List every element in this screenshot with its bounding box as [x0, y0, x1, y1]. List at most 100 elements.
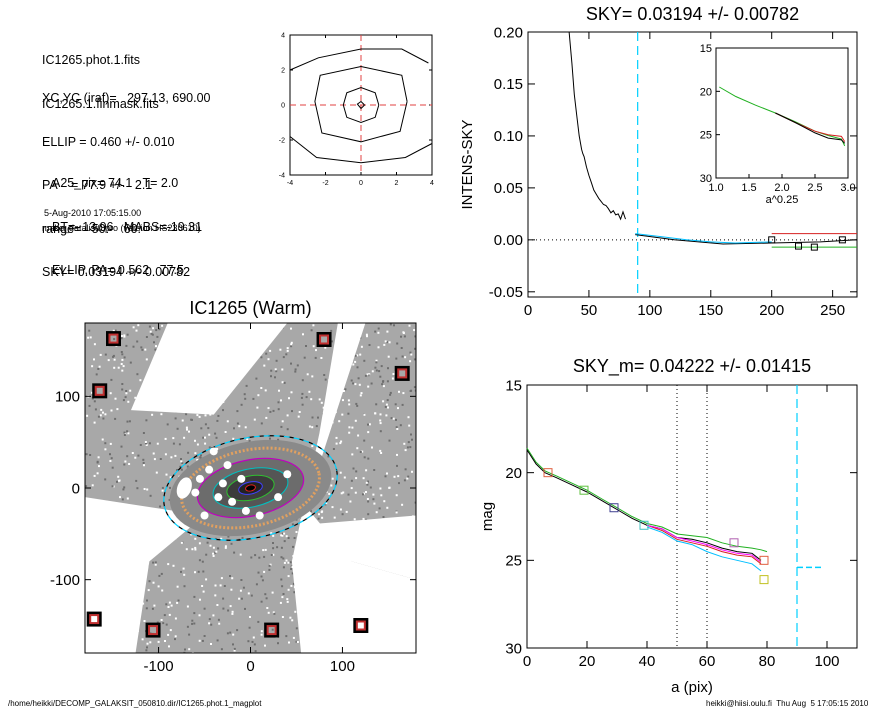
x-tick-label: 0 — [359, 180, 363, 187]
speckle — [342, 399, 344, 402]
speckle — [310, 329, 313, 332]
speckle — [385, 414, 388, 417]
speckle — [294, 370, 297, 373]
series-line — [568, 32, 626, 221]
galaxy-image-group — [85, 323, 416, 653]
speckle — [191, 622, 194, 625]
speckle — [310, 398, 313, 401]
series-line — [646, 524, 762, 563]
speckle — [231, 610, 234, 613]
mask-dot — [228, 497, 237, 506]
info-line: A25_pix= 74.1 T= 2.0 — [52, 176, 179, 190]
speckle — [414, 347, 416, 350]
speckle — [165, 603, 168, 606]
speckle — [174, 635, 177, 638]
speckle — [182, 567, 185, 570]
speckle — [230, 588, 233, 591]
speckle — [152, 561, 155, 564]
speckle — [136, 487, 139, 490]
speckle — [181, 462, 184, 464]
speckle — [303, 356, 306, 359]
speckle — [366, 498, 369, 500]
speckle — [104, 353, 107, 356]
y-tick-label: 20 — [505, 465, 522, 482]
speckle — [219, 584, 222, 587]
speckle — [151, 413, 154, 416]
speckle — [347, 399, 350, 402]
speckle — [280, 546, 283, 549]
speckle — [365, 333, 368, 336]
speckle — [167, 563, 170, 566]
speckle — [104, 478, 107, 481]
speckle — [104, 413, 107, 416]
speckle — [367, 480, 369, 483]
data-marker — [759, 575, 769, 585]
speckle — [176, 427, 179, 430]
speckle — [194, 546, 197, 549]
info-line: ELLIP, PA= 0.562 77.5 — [52, 263, 184, 277]
speckle — [137, 454, 140, 457]
speckle — [290, 341, 293, 344]
speckle — [340, 492, 343, 495]
speckle — [201, 585, 204, 587]
mask-square — [316, 332, 332, 347]
speckle — [204, 442, 207, 445]
x-tick-label: 100 — [637, 302, 662, 319]
x-tick-label: -4 — [287, 180, 293, 187]
speckle — [148, 442, 151, 445]
speckle — [145, 444, 148, 446]
speckle — [252, 636, 255, 639]
y-axis-label: INTENS-SKY — [459, 119, 476, 209]
speckle — [198, 415, 201, 418]
speckle — [122, 488, 125, 491]
speckle — [126, 430, 129, 433]
speckle — [291, 410, 293, 413]
speckle — [363, 359, 366, 362]
speckle — [165, 623, 168, 626]
speckle — [222, 607, 225, 610]
speckle — [196, 458, 199, 461]
speckle — [312, 324, 315, 327]
speckle — [367, 385, 370, 388]
speckle — [272, 611, 275, 614]
speckle — [247, 592, 250, 595]
speckle — [233, 647, 236, 650]
speckle — [286, 349, 289, 352]
speckle — [281, 534, 284, 537]
speckle — [378, 507, 381, 510]
speckle — [123, 334, 126, 337]
speckle — [285, 559, 288, 562]
speckle — [253, 418, 256, 421]
speckle — [146, 488, 149, 491]
speckle — [280, 556, 283, 559]
speckle — [185, 413, 188, 416]
speckle — [168, 613, 171, 616]
speckle — [373, 469, 376, 471]
speckle — [289, 561, 292, 564]
speckle — [134, 396, 137, 399]
speckle — [144, 348, 147, 351]
speckle — [308, 425, 311, 428]
speckle — [229, 631, 232, 634]
speckle — [158, 328, 161, 331]
speckle — [320, 401, 323, 404]
speckle — [287, 561, 290, 564]
speckle — [142, 432, 145, 434]
y-tick-label: 0.20 — [494, 24, 523, 41]
speckle — [270, 375, 272, 378]
speckle — [257, 571, 260, 574]
speckle — [401, 355, 404, 358]
speckle — [216, 419, 219, 422]
y-tick-label: 0 — [281, 102, 285, 109]
speckle — [142, 602, 145, 605]
speckle — [281, 368, 284, 371]
speckle — [248, 626, 251, 629]
speckle — [111, 485, 114, 488]
speckle — [277, 408, 280, 411]
speckle — [164, 453, 167, 456]
speckle — [244, 607, 246, 610]
info-line: PA = 77.9 +/- 2.1 — [42, 178, 153, 192]
chart-title: SKY= 0.03194 +/- 0.00782 — [586, 4, 799, 24]
data-marker — [795, 242, 803, 250]
speckle — [143, 464, 145, 467]
